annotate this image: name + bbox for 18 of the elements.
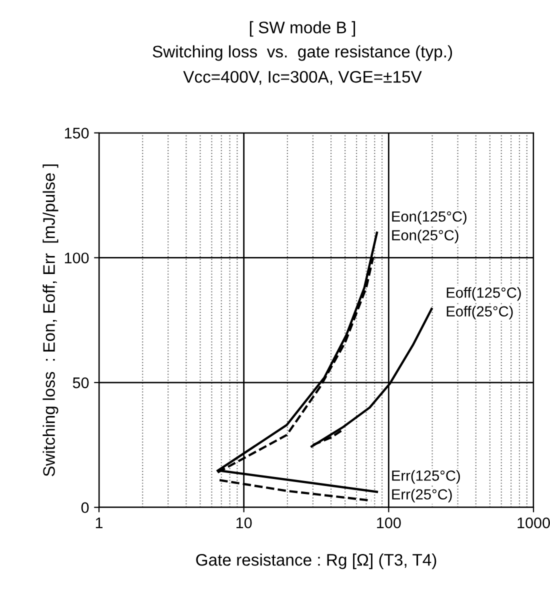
y-axis-title: Switching loss : Eon, Eoff, Err [mJ/pulse ] xyxy=(42,164,58,476)
series-label: Err(125°C) xyxy=(392,470,460,484)
series-label: Eon(125°C) xyxy=(392,210,466,225)
x-tick-label: 100 xyxy=(377,517,401,528)
x-tick-label: 1 xyxy=(96,518,103,528)
chart-title: [ SW mode B ] xyxy=(250,21,356,37)
y-tick-label: 150 xyxy=(64,128,89,139)
series-label: Eon(25°C) xyxy=(392,230,458,244)
y-tick-label: 0 xyxy=(81,502,89,514)
y-tick-label: 50 xyxy=(72,377,89,388)
series-label: Err(25°C) xyxy=(392,488,452,502)
x-tick-label: 10 xyxy=(236,517,252,528)
chart-subtitle: Switching loss vs. gate resistance (typ.) Vcc=400V, Ic=300A, VGE=±15V xyxy=(152,45,452,85)
x-tick-label: 1000 xyxy=(518,517,550,528)
text: Eoff(25°C) xyxy=(446,306,513,320)
x-axis-title: Gate resistance : Rg [Ω] (T3, T4) xyxy=(196,554,436,570)
y-tick-label: 100 xyxy=(64,252,89,264)
series-label: Eoff(125°C) xyxy=(446,287,521,301)
